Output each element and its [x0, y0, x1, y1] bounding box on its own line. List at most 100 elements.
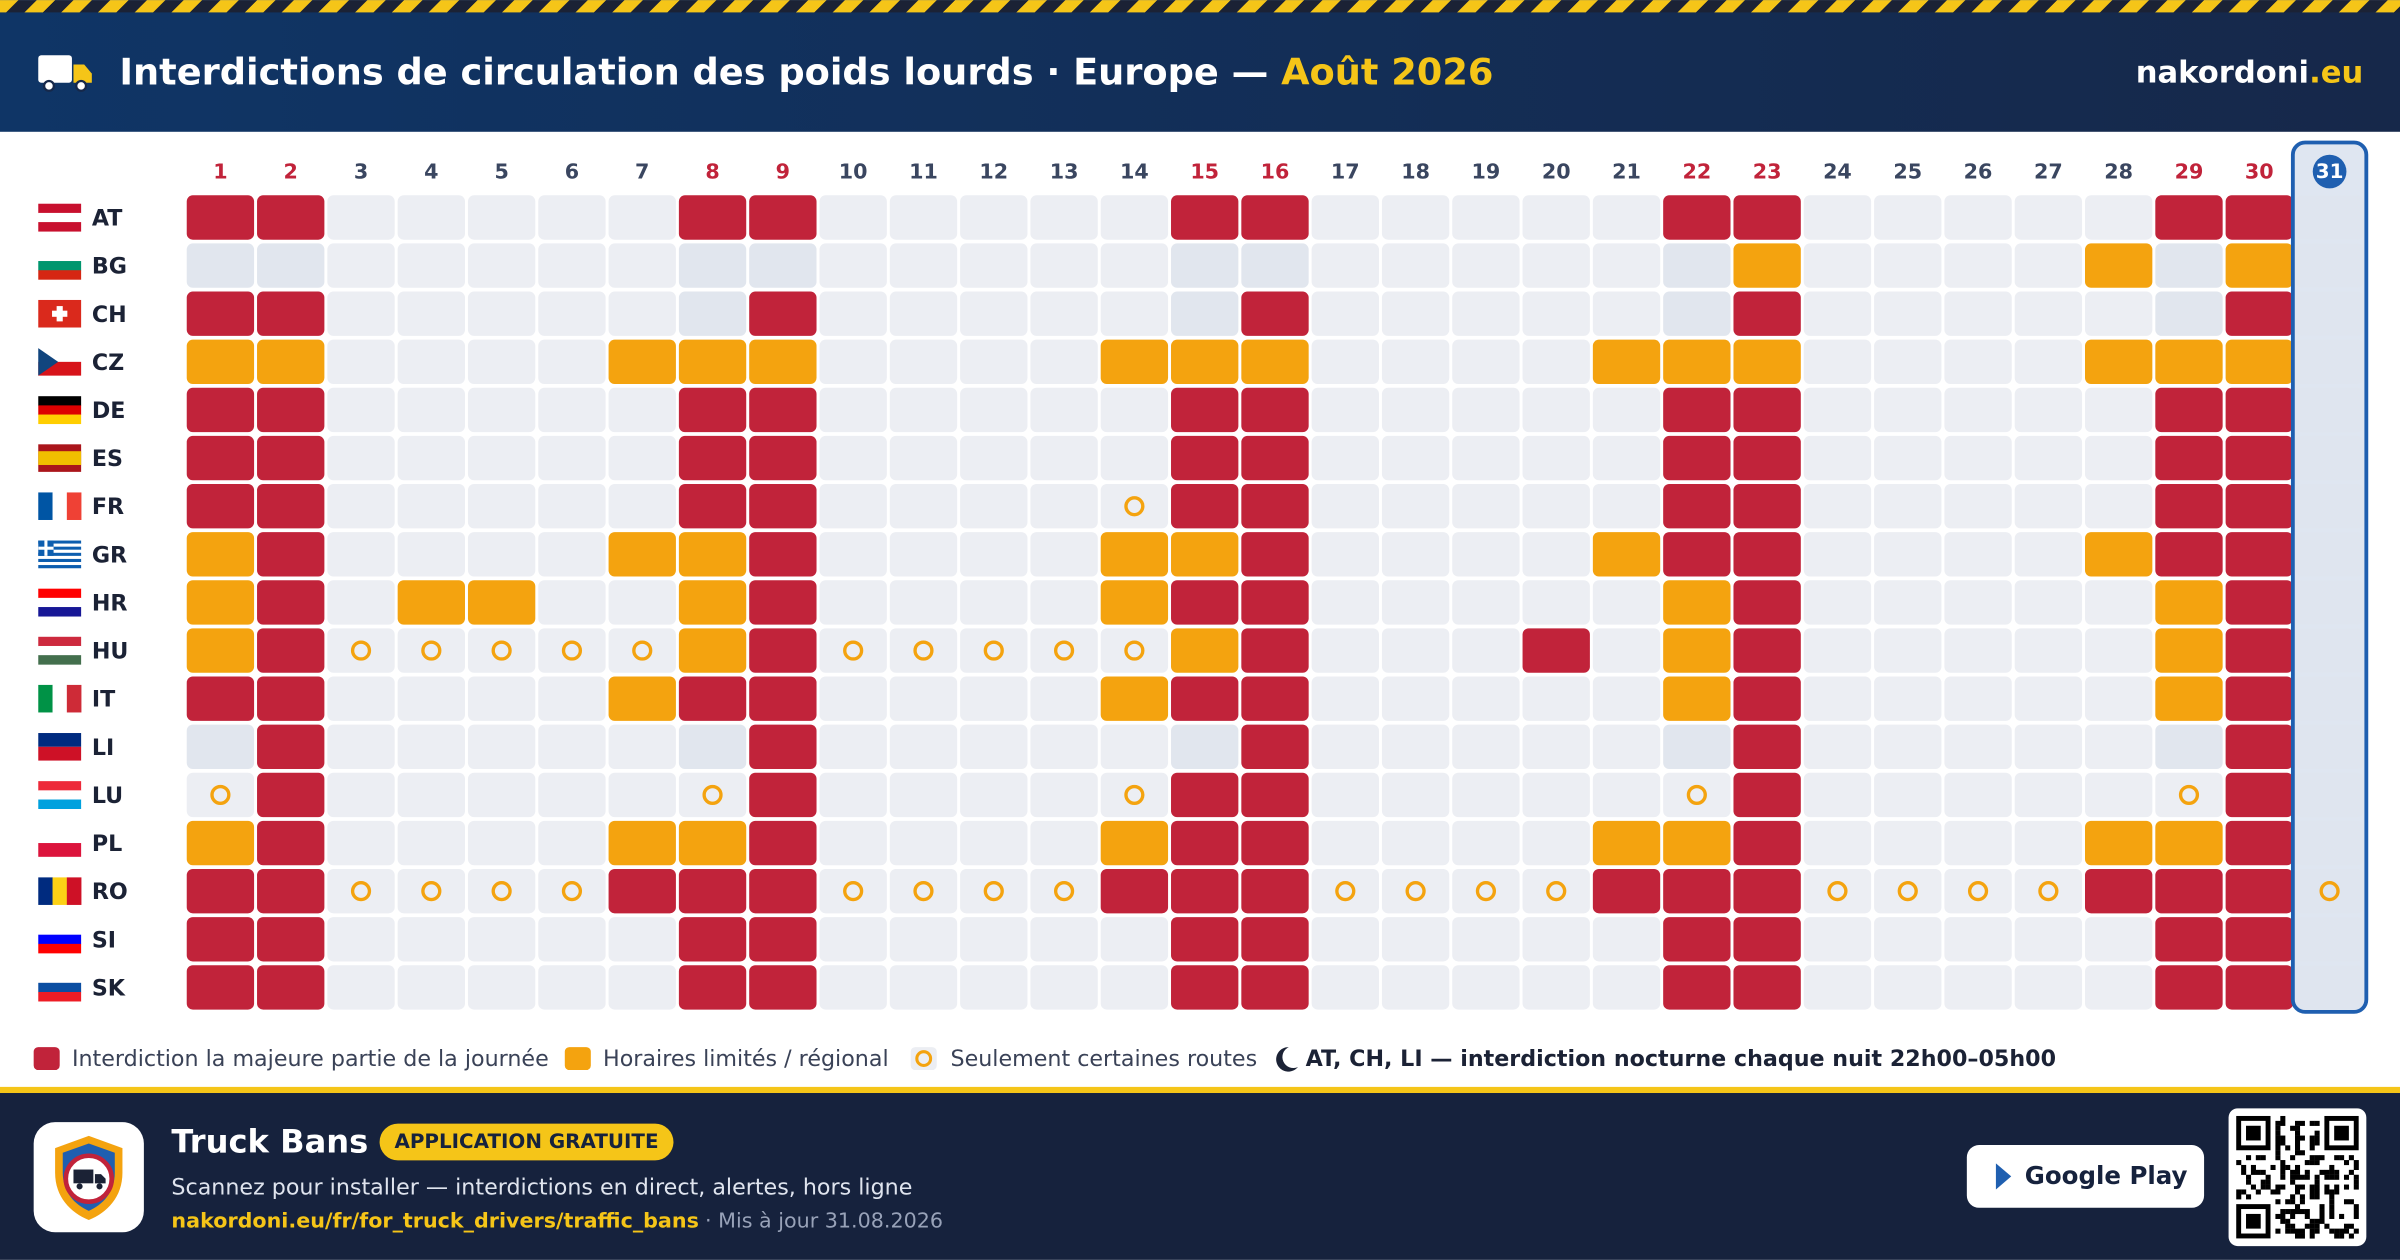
cell-weekend — [1663, 724, 1731, 769]
cell-none — [889, 580, 958, 625]
country-row: RO — [38, 868, 2364, 914]
cell-ban — [2155, 868, 2223, 914]
cell-routes — [960, 628, 1028, 673]
cell-none — [2014, 532, 2083, 577]
qr-module — [2295, 1189, 2301, 1195]
qr-module — [2270, 1189, 2276, 1195]
qr-module — [2280, 1184, 2286, 1190]
store-button-text[interactable]: Google Play — [2025, 1161, 2188, 1190]
qr-module — [2314, 1223, 2320, 1229]
cell-none — [1311, 387, 1379, 433]
qr-module — [2295, 1140, 2301, 1146]
qr-module — [2290, 1169, 2296, 1175]
cell-none — [2085, 628, 2153, 673]
cell-weekend — [2155, 291, 2223, 336]
cell-none — [2295, 339, 2364, 385]
cell-none — [1311, 580, 1379, 625]
qr-module — [2309, 1140, 2315, 1146]
cell-ban — [749, 820, 817, 866]
cell-none — [327, 532, 395, 577]
cell-none — [1803, 676, 1872, 721]
cell-none — [1311, 532, 1379, 577]
cell-limited — [1592, 339, 1661, 385]
cell-none — [1452, 435, 1520, 481]
cell-none — [2295, 965, 2364, 1010]
qr-module — [2314, 1228, 2320, 1234]
cell-ban — [1241, 676, 1309, 721]
cell-none — [467, 532, 536, 577]
qr-module — [2314, 1174, 2320, 1180]
cell-none — [2295, 291, 2364, 336]
cell-limited — [2085, 532, 2153, 577]
cell-none — [2014, 580, 2083, 625]
cell-ban — [1663, 484, 1731, 529]
qr-module — [2295, 1145, 2301, 1151]
cell-ban — [1733, 387, 1801, 433]
qr-finder — [2246, 1213, 2261, 1229]
qr-module — [2265, 1174, 2271, 1180]
route-ring — [1827, 881, 1848, 902]
cell-none — [819, 917, 887, 962]
country-code: RO — [92, 879, 128, 905]
qr-module — [2304, 1213, 2310, 1219]
cell-none — [538, 676, 606, 721]
cell-limited — [186, 580, 255, 625]
qr-module — [2329, 1199, 2335, 1205]
qr-module — [2319, 1204, 2325, 1210]
cell-none — [2085, 291, 2153, 336]
cell-weekend — [1171, 243, 1239, 288]
cell-none — [327, 339, 395, 385]
cell-none — [960, 532, 1028, 577]
cell-routes — [1452, 868, 1520, 914]
cell-none — [327, 195, 395, 240]
day-label: 2 — [284, 159, 298, 183]
cell-none — [2295, 195, 2364, 240]
cell-none — [819, 291, 887, 336]
cell-limited — [1663, 676, 1731, 721]
qr-module — [2334, 1184, 2340, 1190]
cell-limited — [1171, 339, 1239, 385]
cell-none — [819, 435, 887, 481]
qr-module — [2275, 1213, 2281, 1219]
flag-part — [38, 636, 82, 647]
google-play-button[interactable]: Google Play — [1966, 1145, 2205, 1208]
cell-limited — [608, 532, 676, 577]
cell-none — [1944, 628, 2012, 673]
cell-limited — [467, 580, 536, 625]
flag — [38, 973, 82, 1002]
qr-module — [2295, 1184, 2301, 1190]
qr-module — [2304, 1209, 2310, 1215]
qr-module — [2334, 1169, 2340, 1175]
store-button-bg[interactable] — [1966, 1145, 2205, 1208]
qr-module — [2348, 1155, 2354, 1161]
cell-none — [608, 435, 676, 481]
cell-ban — [678, 868, 747, 914]
day-label: 13 — [1050, 159, 1079, 183]
cell-none — [1030, 917, 1098, 962]
cell-routes — [2155, 772, 2223, 818]
country-row: DE — [38, 387, 2364, 433]
country-row: SK — [38, 965, 2364, 1010]
flag-part — [52, 684, 68, 713]
cell-none — [1944, 820, 2012, 866]
cell-none — [1522, 820, 1590, 866]
flag-part — [38, 925, 82, 935]
qr-module — [2319, 1218, 2325, 1224]
cell-none — [467, 291, 536, 336]
cell-none — [2295, 484, 2364, 529]
cell-none — [1592, 676, 1661, 721]
cell-none — [1592, 195, 1661, 240]
app-link[interactable]: nakordoni.eu/fr/for_truck_drivers/traffi… — [171, 1209, 698, 1233]
flag — [38, 877, 82, 905]
flag-part — [38, 943, 82, 954]
country-code: DE — [92, 398, 126, 424]
qr-module — [2319, 1169, 2325, 1175]
cell-none — [1874, 195, 1942, 240]
cell-ban — [1241, 917, 1309, 962]
cell-none — [819, 195, 887, 240]
cell-none — [960, 291, 1028, 336]
cell-limited — [1171, 532, 1239, 577]
cell-none — [889, 339, 958, 385]
cell-none — [1311, 339, 1379, 385]
